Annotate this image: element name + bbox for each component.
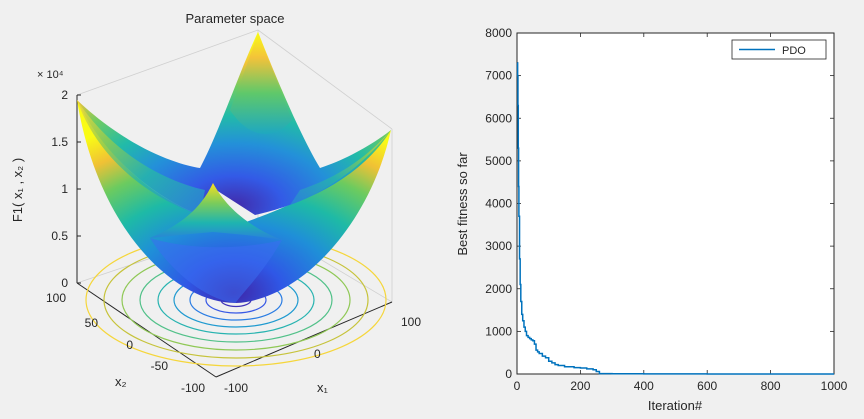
y-tick-label: 6000 <box>485 111 512 125</box>
legend-label: PDO <box>782 45 806 57</box>
surface-back-peak <box>230 32 292 134</box>
y-tick-label: 0 <box>505 367 512 381</box>
x2-tick-label: 0 <box>126 338 133 352</box>
x2-tick-label: -100 <box>181 381 205 395</box>
x-tick-label: 0 <box>514 379 521 393</box>
x1-axis-label: x₁ <box>317 380 329 395</box>
z-tick-label: 0 <box>61 276 68 290</box>
x-tick-label: 400 <box>634 379 654 393</box>
z-tick-label: 0.5 <box>51 229 68 243</box>
y-tick-label: 4000 <box>485 197 512 211</box>
z-axis-label: F1( x₁ , x₂ ) <box>10 158 25 222</box>
floor-contours <box>85 233 387 367</box>
x2-tick-label: 100 <box>46 291 66 305</box>
series-layer <box>516 62 834 375</box>
x1-tick-label: 0 <box>314 347 321 361</box>
surface-back-wall <box>77 32 391 215</box>
surface-inner-shadow <box>150 238 282 303</box>
y-tick-label: 3000 <box>485 239 512 253</box>
plot-area <box>516 32 835 375</box>
surface-title: Parameter space <box>186 11 285 26</box>
y-tick-label: 2000 <box>485 282 512 296</box>
x1-tick-label: 100 <box>401 315 421 329</box>
convergence-plot-panel: 0 200 400 600 800 1000 0 1000 2000 3000 4000 5000 60… <box>455 26 848 413</box>
tick-layer: 0 200 400 600 800 1000 0 1000 2000 3000 4000 5000 60… <box>485 26 847 393</box>
z-tick-label: 2 <box>61 88 68 102</box>
x-tick-label: 1000 <box>821 379 848 393</box>
surface-plot-panel: Parameter space × 10⁴ 2 1.5 1 0.5 0 F1( … <box>10 11 421 395</box>
series-line-pdo <box>516 62 834 375</box>
z-tick-label: 1 <box>61 182 68 196</box>
y-tick-label: 5000 <box>485 154 512 168</box>
x1-tick-label: -100 <box>224 381 248 395</box>
x2-tick-label: 50 <box>85 316 99 330</box>
z-tick-label: 1.5 <box>51 135 68 149</box>
x2-tick-labels: 100 50 0 -50 -100 <box>46 291 205 395</box>
x-tick-label: 600 <box>697 379 717 393</box>
x2-axis-label: x₂ <box>115 374 127 389</box>
y-tick-label: 7000 <box>485 69 512 83</box>
z-tick-labels: 2 1.5 1 0.5 0 <box>51 88 68 290</box>
surface-front-peak <box>150 183 282 240</box>
y-axis-label: Best fitness so far <box>455 152 470 256</box>
x2-tick-label: -50 <box>151 359 169 373</box>
surface-left-wing <box>77 100 205 215</box>
surface-right-wing <box>290 130 391 205</box>
y-tick-label: 8000 <box>485 26 512 40</box>
x1-tick-labels: -100 0 100 <box>224 315 421 395</box>
y-tick-label: 1000 <box>485 324 512 338</box>
z-axis-ticks <box>77 94 81 284</box>
x-axis-label: Iteration# <box>648 398 703 413</box>
z-exponent-label: × 10⁴ <box>37 69 64 81</box>
surface-mesh <box>77 100 391 303</box>
legend: PDO <box>731 39 827 60</box>
legend-box <box>731 39 827 60</box>
x-tick-label: 200 <box>570 379 590 393</box>
x-tick-label: 800 <box>761 379 781 393</box>
